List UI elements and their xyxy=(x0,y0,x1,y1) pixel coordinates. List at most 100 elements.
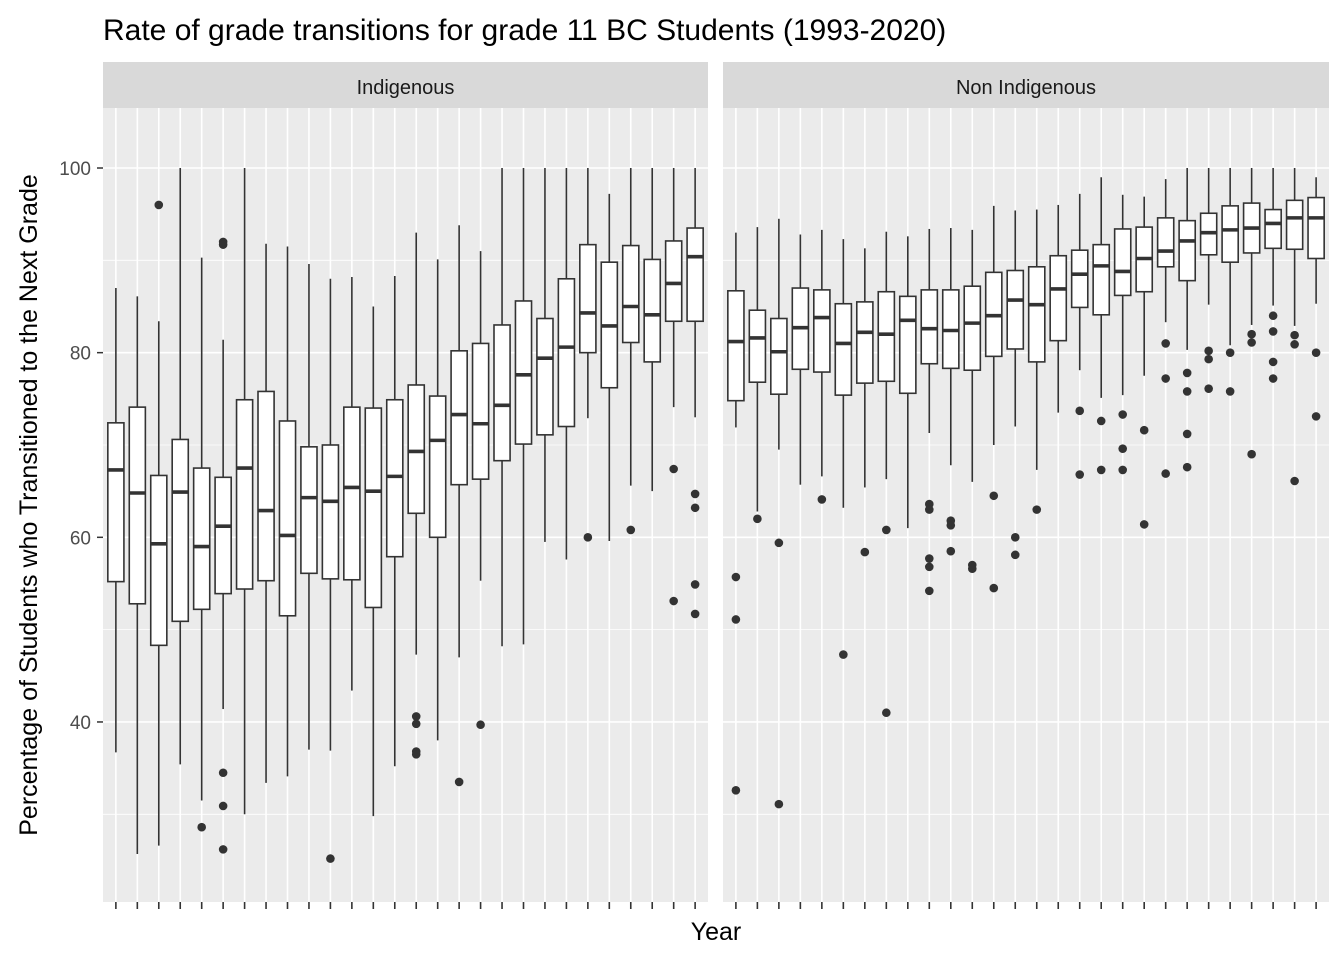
box xyxy=(1070,249,1089,309)
outlier-point xyxy=(690,580,700,589)
box xyxy=(321,444,340,580)
boxplot xyxy=(791,234,810,485)
box xyxy=(428,395,447,539)
box xyxy=(128,406,147,605)
outlier-point xyxy=(326,854,335,863)
box xyxy=(1006,269,1025,350)
boxplot xyxy=(579,168,597,542)
y-tick-label: 80 xyxy=(70,344,91,365)
box xyxy=(1156,217,1175,268)
box xyxy=(300,446,318,575)
outlier-point xyxy=(924,554,934,563)
box xyxy=(192,467,211,611)
outlier-point xyxy=(690,489,700,499)
boxplot xyxy=(1178,168,1197,472)
boxplot xyxy=(834,239,853,659)
strip-background xyxy=(723,62,1329,108)
box xyxy=(557,278,576,428)
outlier-point xyxy=(774,799,784,809)
outlier-point xyxy=(1247,449,1256,459)
outlier-point xyxy=(411,712,421,721)
outlier-point xyxy=(967,564,977,574)
box xyxy=(385,398,404,558)
outlier-point xyxy=(1096,465,1106,475)
outlier-point xyxy=(1268,311,1278,321)
outlier-point xyxy=(1161,469,1170,478)
outlier-point xyxy=(669,464,678,474)
outlier-point xyxy=(1010,533,1020,542)
strip-label-non-indigenous: Non Indigenous xyxy=(956,77,1096,99)
outlier-point xyxy=(1182,429,1192,439)
boxplot xyxy=(1199,168,1218,393)
boxplot xyxy=(557,168,576,560)
outlier-point xyxy=(774,538,784,548)
outlier-point xyxy=(218,240,228,249)
box xyxy=(493,324,511,462)
outlier-point xyxy=(924,586,934,596)
boxplot xyxy=(727,232,745,795)
outlier-point xyxy=(197,822,206,832)
boxplot xyxy=(686,168,704,619)
boxplot xyxy=(300,264,318,750)
boxplot xyxy=(107,288,125,753)
boxplot xyxy=(1113,194,1132,475)
boxplot xyxy=(1070,193,1089,479)
box xyxy=(1178,219,1197,282)
outlier-point xyxy=(731,615,741,624)
boxplot xyxy=(664,168,683,606)
outlier-point xyxy=(1118,410,1128,419)
outlier-point xyxy=(1182,387,1192,396)
boxplot xyxy=(514,168,533,645)
box xyxy=(770,317,788,396)
boxplot xyxy=(149,200,168,846)
outlier-point xyxy=(1161,374,1170,383)
outlier-point xyxy=(1118,444,1128,453)
box xyxy=(898,295,917,395)
outlier-point xyxy=(731,572,741,582)
boxplot xyxy=(1307,177,1325,421)
boxplot xyxy=(1092,177,1111,475)
box xyxy=(450,350,468,486)
outlier-point xyxy=(753,514,762,524)
boxplot xyxy=(471,251,490,730)
boxplot xyxy=(1135,196,1154,529)
outlier-point xyxy=(1161,339,1170,348)
boxplot xyxy=(407,232,426,759)
outlier-point xyxy=(1075,470,1085,479)
boxplot xyxy=(192,257,211,832)
outlier-point xyxy=(882,525,891,535)
outlier-point xyxy=(669,596,678,606)
boxplot xyxy=(536,168,554,542)
box xyxy=(664,240,683,323)
box xyxy=(343,406,361,581)
boxplot xyxy=(984,205,1003,593)
box xyxy=(1307,196,1325,260)
boxplot xyxy=(343,276,361,691)
x-axis-title: Year xyxy=(691,918,742,946)
box xyxy=(812,289,831,373)
box xyxy=(877,290,896,383)
box xyxy=(107,422,125,583)
outlier-point xyxy=(411,749,421,759)
outlier-point xyxy=(1225,348,1235,357)
boxplot xyxy=(812,229,831,504)
outlier-point xyxy=(1290,330,1299,340)
outlier-point xyxy=(1139,425,1149,435)
boxplot xyxy=(920,228,939,596)
box xyxy=(855,301,874,384)
outlier-point xyxy=(690,609,700,619)
box xyxy=(214,476,232,595)
box xyxy=(686,227,704,323)
boxplot xyxy=(450,225,468,787)
outlier-point xyxy=(218,801,228,811)
boxplot xyxy=(364,306,383,817)
boxplot xyxy=(214,237,232,854)
box xyxy=(171,438,190,623)
panel-indigenous: Indigenous xyxy=(103,62,708,909)
outlier-point xyxy=(1139,520,1149,529)
outlier-point xyxy=(1204,354,1213,364)
outlier-point xyxy=(1096,416,1106,426)
box xyxy=(235,398,254,590)
outlier-point xyxy=(1225,387,1235,396)
